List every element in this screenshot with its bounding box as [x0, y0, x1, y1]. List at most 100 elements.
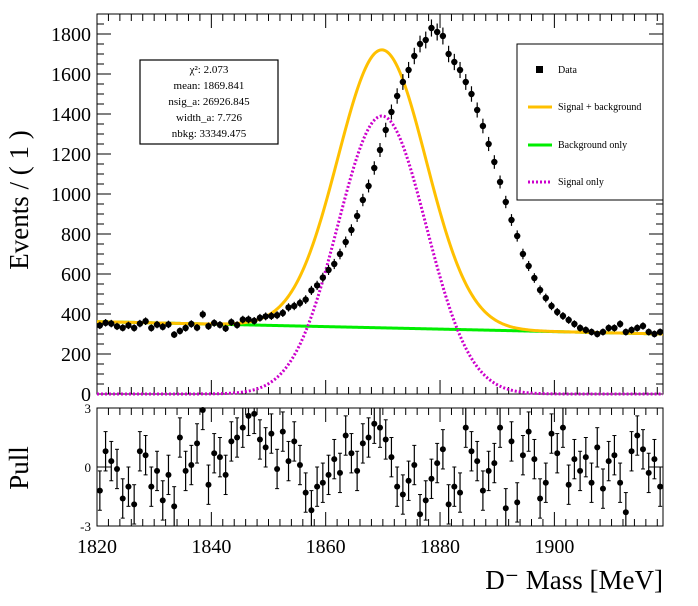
data-point: [393, 92, 401, 100]
data-point: [428, 24, 435, 32]
data-point: [268, 312, 275, 320]
pull-point: [377, 424, 383, 431]
data-point: [433, 28, 441, 36]
legend-signal-label: Signal only: [558, 177, 604, 188]
pull-point: [582, 454, 589, 461]
data-point: [256, 314, 264, 321]
data-point: [514, 232, 521, 240]
pull-point: [296, 462, 303, 469]
data-point: [622, 328, 630, 336]
pull-point: [439, 446, 446, 453]
data-point: [251, 317, 258, 324]
pull-point: [657, 483, 664, 490]
data-points: [96, 19, 664, 339]
x-tick-label: 1860: [306, 536, 346, 558]
pull-point: [354, 467, 361, 474]
pull-point: [508, 438, 515, 445]
data-point: [651, 330, 658, 338]
data-point: [211, 319, 218, 327]
stats-box: χ²: 2.073 mean: 1869.841 nsig_a: 26926.8…: [139, 59, 279, 145]
data-point: [479, 122, 487, 130]
pull-point: [599, 485, 606, 492]
y-tick-label: 1400: [51, 104, 91, 126]
pull-point: [382, 436, 389, 443]
data-point: [491, 158, 498, 166]
pull-point: [651, 456, 658, 463]
y-axis-title: Events / ( 1 ): [4, 130, 34, 269]
data-point: [451, 58, 458, 66]
stats-width: width_a: 7.726: [176, 112, 242, 124]
pull-point: [342, 432, 349, 439]
data-point: [554, 308, 561, 316]
data-point: [525, 262, 532, 270]
data-point: [422, 36, 429, 44]
data-point: [639, 322, 647, 330]
data-point: [656, 328, 664, 336]
pull-y-tick-label: 0: [85, 460, 92, 475]
pull-point: [245, 412, 252, 419]
stats-nsig: nsig_a: 26926.845: [168, 96, 250, 108]
pull-point: [645, 469, 652, 476]
pull-point: [274, 465, 281, 472]
pull-point: [617, 479, 624, 486]
data-point: [142, 318, 149, 325]
pull-point: [262, 444, 269, 451]
data-point: [485, 140, 492, 148]
data-point: [594, 330, 601, 338]
data-point: [462, 78, 469, 86]
data-point: [262, 313, 269, 320]
data-point: [445, 50, 452, 58]
pull-point: [457, 489, 464, 496]
pull-point: [451, 483, 458, 490]
data-point: [576, 324, 584, 332]
pull-point: [628, 448, 635, 455]
data-point: [302, 296, 309, 303]
pull-point: [165, 471, 172, 478]
data-point: [222, 325, 229, 332]
data-point: [536, 286, 544, 294]
x-tick-label: 1840: [191, 536, 231, 558]
pull-point: [96, 487, 103, 494]
data-point: [336, 250, 344, 258]
pull-point: [474, 458, 481, 465]
data-point: [456, 66, 464, 74]
data-point: [233, 321, 241, 329]
data-point: [96, 322, 104, 329]
pull-point: [462, 424, 469, 431]
pull-point: [279, 428, 286, 435]
data-point: [388, 108, 395, 116]
data-point: [113, 323, 121, 330]
data-point: [165, 321, 172, 328]
pull-point: [222, 471, 229, 478]
pull-y-tick-label: 3: [85, 401, 92, 416]
data-point: [531, 274, 538, 282]
data-point: [108, 320, 115, 327]
data-point: [416, 40, 424, 48]
pull-point: [125, 483, 132, 490]
data-point: [571, 320, 578, 328]
data-point: [508, 216, 515, 224]
pull-point: [131, 501, 138, 508]
data-point: [291, 302, 298, 310]
pull-point: [216, 454, 223, 461]
pull-point: [199, 406, 206, 413]
pull-point: [108, 458, 115, 465]
data-point: [628, 326, 635, 334]
data-point: [205, 323, 212, 330]
pull-point: [285, 458, 292, 465]
legend-total-label: Signal + background: [558, 102, 641, 113]
data-point: [285, 304, 292, 311]
pull-point: [497, 424, 504, 431]
pull-point: [359, 440, 366, 447]
pull-y-tick-label: -3: [80, 519, 91, 534]
data-point: [239, 316, 246, 323]
data-point: [228, 319, 235, 326]
x-axis-title: D⁻ Mass [MeV]: [485, 565, 663, 595]
data-point: [325, 266, 332, 274]
data-point: [193, 324, 201, 331]
pull-point: [188, 462, 195, 469]
data-point: [313, 282, 321, 289]
pull-point: [434, 460, 441, 467]
y-tick-label: 200: [61, 344, 91, 366]
